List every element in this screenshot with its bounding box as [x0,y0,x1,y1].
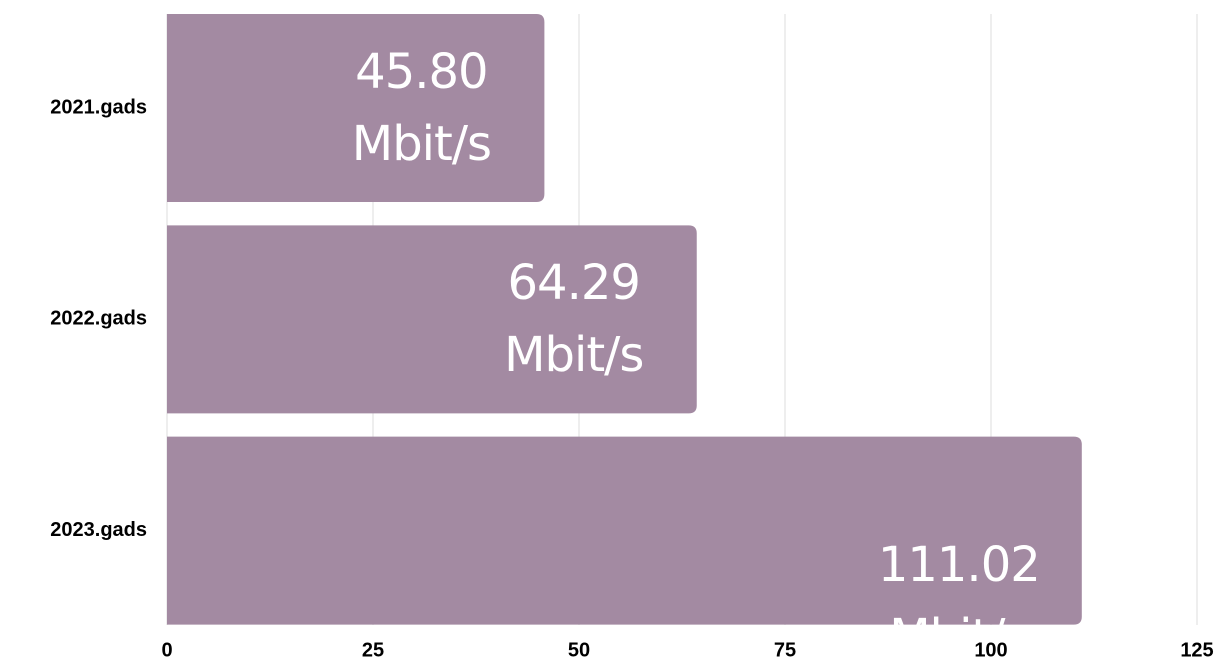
y-tick-label: 2021.gads [50,96,147,118]
bar [167,14,545,202]
x-tick-label: 0 [161,639,172,661]
y-tick-label: 2022.gads [50,308,147,330]
plot-area: 45.80 Mbit/s64.29 Mbit/s 111.02 Mbit/s [0,0,1222,625]
x-tick-label: 100 [974,639,1007,661]
x-tick-label: 50 [568,639,590,661]
bar [167,225,697,414]
x-tick-label: 125 [1180,639,1213,661]
value-label: 64.29 Mbit/s [504,255,644,384]
y-tick-label: 2023.gads [50,519,147,541]
bar [167,436,1082,625]
x-tick-label: 25 [362,639,384,661]
x-tick-label: 75 [774,639,796,661]
value-label: 45.80 Mbit/s [351,44,492,172]
value-label: 111.02 Mbit/s [877,536,1041,625]
